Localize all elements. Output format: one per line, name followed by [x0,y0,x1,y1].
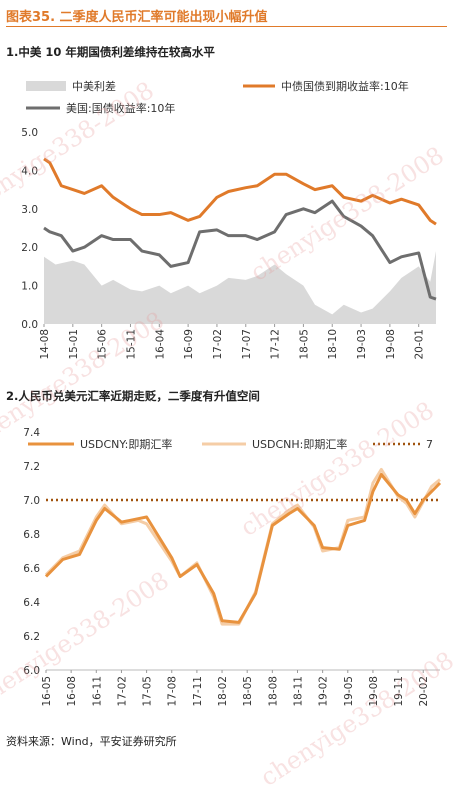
y-tick-label: 6.6 [23,563,40,575]
figure-title: 图表35. 二季度人民币汇率可能出现小幅升值 [6,10,268,25]
legend-swatch-spread [26,81,66,91]
x-tick-label: 16-08 [66,676,78,707]
x-tick-label: 18-05 [298,329,310,360]
x-tick-label: 17-11 [192,676,204,707]
x-tick-label: 15-11 [125,329,137,360]
x-tick-label: 17-05 [142,676,154,707]
y-tick-label: 7.4 [23,427,40,439]
y-tick-label: 6.2 [23,631,40,643]
y-tick-label: 1.0 [21,281,38,293]
x-tick-label: 19-03 [356,329,368,360]
x-tick-label: 18-10 [327,329,339,360]
x-tick-label: 15-01 [68,329,80,360]
x-tick-label: 16-09 [183,329,195,360]
x-tick-label: 14-08 [39,329,51,360]
x-tick-label: 16-05 [41,676,53,707]
x-tick-label: 19-08 [368,676,380,707]
y-tick-label: 6.4 [23,597,40,609]
chart2-title: 2.人民币兑美元汇率近期走贬，二季度有升值空间 [6,389,260,403]
fx-chart: USDCNY:即期汇率 USDCNH:即期汇率 7 6.0 6.2 6.4 6.6 6.8 7.… [23,427,442,707]
x-tick-label: 17-02 [116,676,128,707]
x-tick-label: 19-11 [393,676,405,707]
us-yield-line [43,199,437,301]
x-tick-label: 19-08 [385,329,397,360]
x-tick-label: 16-11 [91,676,103,707]
x-tick-label: 17-07 [241,329,253,360]
x-tick-label: 19-02 [318,676,330,707]
x-tick-label: 18-05 [242,676,254,707]
y-tick-label: 0.0 [21,319,38,331]
x-tick-label: 20-01 [414,329,426,360]
usdcny-line [44,473,442,624]
y-tick-label: 4.0 [21,165,38,177]
x-tick-label: 15-06 [97,329,109,360]
x-tick-label: 19-05 [343,676,355,707]
legend-label-usdcnh: USDCNH:即期汇率 [252,437,347,451]
x-tick-label: 17-02 [212,329,224,360]
x-tick-label: 18-02 [217,676,229,707]
legend-label-us-yield: 美国:国债收益率:10年 [66,101,175,115]
y-tick-label: 3.0 [21,204,38,216]
spread-area [44,251,436,324]
y-tick-label: 6.8 [23,529,40,541]
x-tick-label: 17-12 [270,329,282,360]
legend-label-cn-yield: 中债国债到期收益率:10年 [281,79,409,93]
x-tick-label: 20-02 [418,676,430,707]
cn-yield-line [43,157,437,226]
x-tick-label: 17-08 [167,676,179,707]
title-divider [6,26,447,27]
legend-label-ref7: 7 [426,438,433,451]
x-tick-label: 16-04 [154,329,166,360]
source-note: 资料来源：Wind，平安证券研究所 [6,735,177,748]
y-tick-label: 7.0 [23,495,40,507]
x-tick-label: 18-11 [292,676,304,707]
y-tick-label: 2.0 [21,242,38,254]
legend-label-spread: 中美利差 [72,79,116,93]
legend-label-usdcny: USDCNY:即期汇率 [80,437,172,451]
chart1-title: 1.中美 10 年期国债利差维持在较高水平 [6,45,215,59]
y-tick-label: 5.0 [21,127,38,139]
x-tick-label: 18-08 [267,676,279,707]
usdcnh-line [44,467,441,626]
y-tick-label: 6.0 [23,665,40,677]
y-tick-label: 7.2 [23,461,40,473]
